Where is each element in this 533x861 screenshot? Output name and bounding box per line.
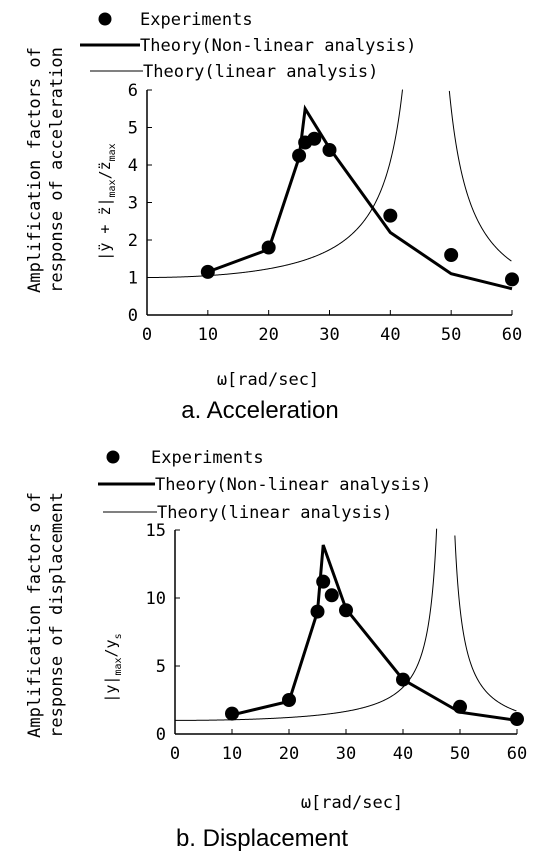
y-tick-label: 4: [128, 156, 138, 176]
experiment-point: [396, 672, 410, 687]
y-tick-label: 3: [128, 194, 138, 214]
nonlinear-theory-line: [207, 104, 513, 291]
plot-area-displacement: 0 5 10 15 0 10 20 30 40 50 60: [146, 521, 528, 764]
ylabel-line-2: response of displacement: [47, 492, 67, 738]
x-tick-label: 0: [170, 744, 180, 764]
legend-label-experiments: Experiments: [140, 10, 253, 30]
experiment-point: [339, 603, 353, 618]
y-tick-label: 15: [146, 521, 166, 541]
experiment-point: [316, 574, 331, 589]
legend-label-nonlinear: Theory(Non-linear analysis): [155, 475, 431, 495]
experiment-point: [292, 148, 307, 163]
ylabel-line-2: response of acceleration: [47, 47, 67, 293]
experiment-point: [510, 712, 524, 727]
experiment-point: [307, 131, 322, 146]
y-tick-label: 0: [128, 306, 138, 326]
linear-theory-curve-right: [454, 535, 517, 712]
y-tick-label: 6: [128, 81, 138, 101]
x-tick-label: 30: [336, 744, 356, 764]
x-tick-label: 50: [450, 744, 470, 764]
experiment-point: [453, 699, 467, 714]
linear-theory-curve-right: [448, 90, 512, 262]
ylabel-line-1: Amplification factors of: [25, 492, 45, 738]
legend-label-linear: Theory(linear analysis): [143, 62, 378, 82]
y-tick-label: 10: [146, 589, 166, 609]
y-tick-label: 5: [156, 657, 166, 677]
ylabel-formula: |y|max/ys: [102, 633, 124, 702]
legend-marker-experiments: [98, 12, 112, 26]
experiment-point: [505, 272, 519, 287]
panel-displacement: Amplification factors of response of dis…: [25, 448, 527, 852]
experiment-point: [200, 264, 215, 279]
legend-marker-experiments: [106, 450, 120, 464]
x-tick-label: 30: [319, 325, 339, 345]
linear-theory-curve-left: [175, 528, 438, 721]
caption-acceleration: a. Acceleration: [181, 397, 338, 424]
caption-displacement: b. Displacement: [176, 825, 348, 852]
x-tick-label: 50: [441, 325, 461, 345]
legend-label-nonlinear: Theory(Non-linear analysis): [140, 36, 416, 56]
nonlinear-theory-line: [231, 544, 518, 722]
experiment-point: [324, 588, 339, 603]
xlabel-acceleration: ω[rad/sec]: [217, 370, 319, 390]
experiment-point: [383, 208, 398, 223]
legend-label-linear: Theory(linear analysis): [157, 503, 392, 523]
y-tick-label: 5: [128, 119, 138, 139]
x-tick-label: 60: [507, 744, 527, 764]
x-tick-label: 10: [222, 744, 242, 764]
panel-acceleration: Amplification factors of response of acc…: [25, 10, 522, 424]
experiment-point: [225, 706, 239, 721]
y-tick-label: 2: [128, 231, 138, 251]
x-tick-label: 10: [198, 325, 218, 345]
linear-theory-curve-left: [147, 89, 403, 278]
x-tick-label: 40: [393, 744, 413, 764]
experiment-point: [310, 604, 325, 619]
y-tick-label: 1: [128, 269, 138, 289]
x-tick-label: 20: [258, 325, 278, 345]
x-tick-label: 20: [279, 744, 299, 764]
y-tick-label: 0: [156, 725, 166, 745]
ylabel-formula: |ÿ + z̈|max/z̈max: [96, 143, 118, 260]
x-tick-label: 60: [502, 325, 522, 345]
legend-acceleration: Experiments Theory(Non-linear analysis) …: [80, 10, 416, 82]
experiment-point: [282, 693, 296, 707]
experiment-point: [261, 240, 276, 255]
ylabel-line-1: Amplification factors of: [25, 47, 45, 293]
legend-label-experiments: Experiments: [151, 448, 264, 468]
legend-displacement: Experiments Theory(Non-linear analysis) …: [98, 448, 431, 523]
xlabel-displacement: ω[rad/sec]: [301, 793, 403, 813]
experiment-point: [322, 143, 337, 157]
x-tick-label: 0: [142, 325, 152, 345]
experiment-point: [444, 248, 459, 262]
x-tick-label: 40: [380, 325, 400, 345]
